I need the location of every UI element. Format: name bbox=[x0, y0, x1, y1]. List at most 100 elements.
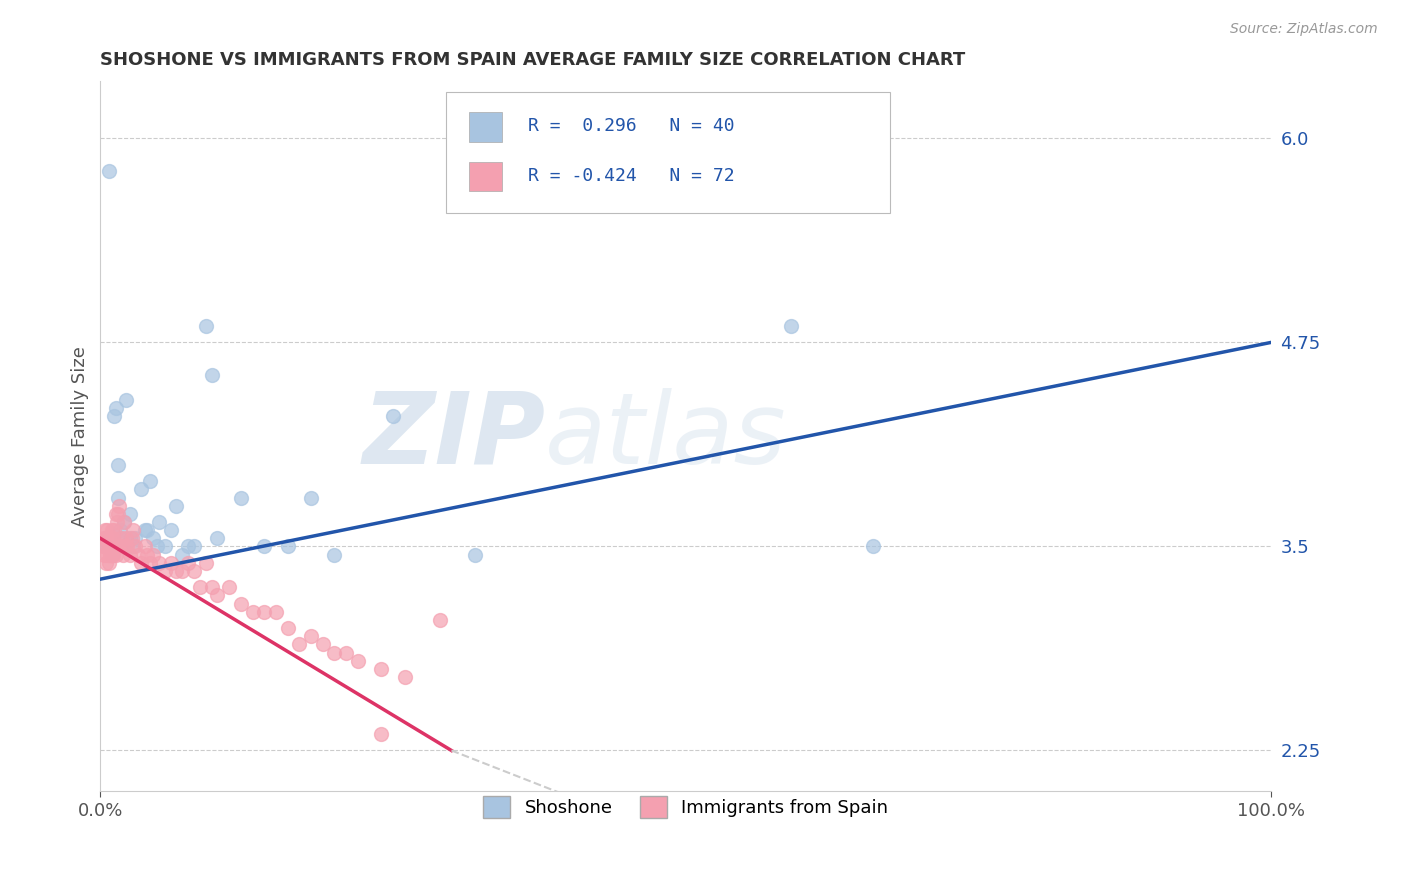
FancyBboxPatch shape bbox=[470, 112, 502, 142]
Point bbox=[862, 540, 884, 554]
Point bbox=[124, 532, 146, 546]
Point bbox=[277, 540, 299, 554]
Point bbox=[253, 605, 276, 619]
Point bbox=[127, 548, 149, 562]
Text: Source: ZipAtlas.com: Source: ZipAtlas.com bbox=[1230, 22, 1378, 37]
Point bbox=[112, 515, 135, 529]
Point bbox=[142, 548, 165, 562]
Point bbox=[207, 589, 229, 603]
Point bbox=[347, 654, 370, 668]
Point bbox=[172, 548, 194, 562]
Point bbox=[110, 540, 132, 554]
Point bbox=[112, 515, 135, 529]
Point bbox=[148, 515, 170, 529]
Point bbox=[103, 409, 125, 423]
Point bbox=[299, 491, 322, 505]
Point bbox=[218, 580, 240, 594]
Point bbox=[118, 507, 141, 521]
Point bbox=[117, 540, 139, 554]
Point bbox=[122, 540, 145, 554]
Point bbox=[253, 540, 276, 554]
Point bbox=[153, 540, 176, 554]
Point bbox=[121, 532, 143, 546]
Point bbox=[110, 523, 132, 537]
Point bbox=[101, 548, 124, 562]
Point bbox=[134, 523, 156, 537]
Point bbox=[103, 532, 125, 546]
Point bbox=[323, 646, 346, 660]
Point bbox=[153, 564, 176, 578]
Point bbox=[110, 532, 132, 546]
Point bbox=[229, 491, 252, 505]
Point bbox=[165, 499, 187, 513]
Point bbox=[110, 532, 132, 546]
Point bbox=[229, 597, 252, 611]
Point bbox=[94, 540, 117, 554]
Point bbox=[101, 540, 124, 554]
Point bbox=[96, 532, 118, 546]
Text: SHOSHONE VS IMMIGRANTS FROM SPAIN AVERAGE FAMILY SIZE CORRELATION CHART: SHOSHONE VS IMMIGRANTS FROM SPAIN AVERAG… bbox=[100, 51, 966, 69]
Point bbox=[103, 540, 125, 554]
Point bbox=[97, 540, 120, 554]
Point bbox=[138, 556, 160, 570]
Point bbox=[165, 564, 187, 578]
Point bbox=[177, 540, 200, 554]
Legend: Shoshone, Immigrants from Spain: Shoshone, Immigrants from Spain bbox=[475, 789, 896, 825]
Point bbox=[122, 523, 145, 537]
Point bbox=[394, 670, 416, 684]
Point bbox=[91, 540, 114, 554]
Point bbox=[98, 540, 121, 554]
Point bbox=[107, 507, 129, 521]
Point bbox=[207, 532, 229, 546]
Point bbox=[381, 409, 404, 423]
Point bbox=[242, 605, 264, 619]
Point bbox=[107, 540, 129, 554]
Point bbox=[136, 548, 159, 562]
Point bbox=[101, 523, 124, 537]
Point bbox=[118, 548, 141, 562]
Point bbox=[194, 319, 217, 334]
Y-axis label: Average Family Size: Average Family Size bbox=[72, 346, 89, 527]
Point bbox=[131, 556, 153, 570]
Text: ZIP: ZIP bbox=[363, 388, 546, 485]
Point bbox=[136, 523, 159, 537]
Point bbox=[111, 548, 134, 562]
Point bbox=[183, 540, 205, 554]
Point bbox=[288, 637, 311, 651]
Point bbox=[131, 483, 153, 497]
Point bbox=[370, 727, 392, 741]
Point bbox=[104, 507, 127, 521]
Text: atlas: atlas bbox=[546, 388, 787, 485]
Point bbox=[107, 458, 129, 472]
Point bbox=[104, 548, 127, 562]
Point bbox=[312, 637, 335, 651]
Point bbox=[172, 564, 194, 578]
Point bbox=[779, 319, 801, 334]
Point bbox=[115, 392, 138, 407]
Point bbox=[114, 540, 136, 554]
FancyBboxPatch shape bbox=[470, 161, 502, 192]
Point bbox=[188, 580, 211, 594]
Point bbox=[277, 621, 299, 635]
Point bbox=[93, 532, 115, 546]
Point bbox=[96, 556, 118, 570]
Point bbox=[97, 164, 120, 178]
Point bbox=[103, 523, 125, 537]
Point bbox=[159, 523, 181, 537]
Point bbox=[177, 556, 200, 570]
Point bbox=[107, 491, 129, 505]
FancyBboxPatch shape bbox=[446, 92, 890, 212]
Point bbox=[183, 564, 205, 578]
Point bbox=[142, 532, 165, 546]
Point bbox=[323, 548, 346, 562]
Point bbox=[335, 646, 357, 660]
Point bbox=[200, 580, 222, 594]
Text: R = -0.424   N = 72: R = -0.424 N = 72 bbox=[527, 167, 734, 185]
Point bbox=[370, 662, 392, 676]
Point bbox=[93, 548, 115, 562]
Point bbox=[100, 548, 122, 562]
Point bbox=[98, 548, 121, 562]
Point bbox=[194, 556, 217, 570]
Point bbox=[94, 523, 117, 537]
Point bbox=[138, 474, 160, 488]
